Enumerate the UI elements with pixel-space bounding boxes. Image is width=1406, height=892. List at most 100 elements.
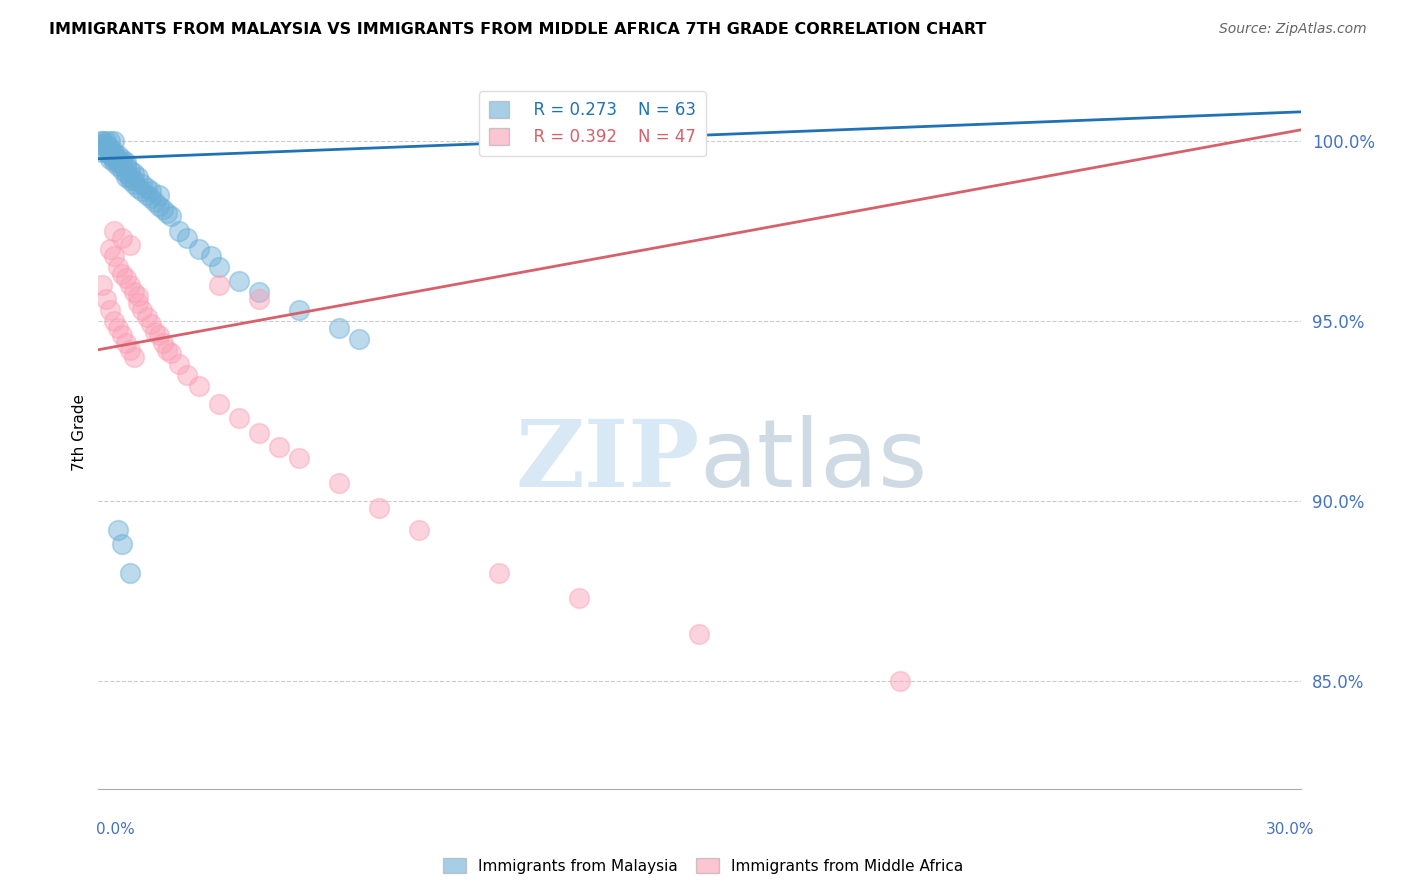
- Point: [143, 194, 166, 209]
- Text: ZIP: ZIP: [515, 417, 699, 506]
- Point: [568, 591, 591, 606]
- Point: [139, 191, 162, 205]
- Text: IMMIGRANTS FROM MALAYSIA VS IMMIGRANTS FROM MIDDLE AFRICA 7TH GRADE CORRELATION : IMMIGRANTS FROM MALAYSIA VS IMMIGRANTS F…: [49, 22, 987, 37]
- Point: [288, 303, 311, 318]
- Point: [155, 343, 177, 357]
- Point: [103, 155, 125, 169]
- Point: [111, 152, 134, 166]
- Point: [124, 166, 146, 180]
- Point: [368, 501, 391, 516]
- Point: [107, 148, 129, 162]
- Text: atlas: atlas: [699, 415, 928, 508]
- Point: [148, 187, 170, 202]
- Point: [120, 238, 142, 252]
- Point: [167, 224, 190, 238]
- Point: [103, 145, 125, 159]
- Text: 30.0%: 30.0%: [1267, 822, 1315, 837]
- Point: [208, 260, 231, 274]
- Point: [111, 159, 134, 173]
- Point: [96, 134, 118, 148]
- Point: [91, 137, 114, 152]
- Point: [408, 523, 430, 537]
- Point: [548, 134, 571, 148]
- Point: [120, 277, 142, 292]
- Point: [120, 173, 142, 187]
- Point: [176, 368, 198, 382]
- Point: [111, 231, 134, 245]
- Text: Source: ZipAtlas.com: Source: ZipAtlas.com: [1219, 22, 1367, 37]
- Point: [131, 184, 153, 198]
- Point: [135, 187, 157, 202]
- Point: [143, 325, 166, 339]
- Legend:   R = 0.273    N = 63,   R = 0.392    N = 47: R = 0.273 N = 63, R = 0.392 N = 47: [479, 91, 706, 156]
- Point: [111, 155, 134, 169]
- Text: 0.0%: 0.0%: [96, 822, 135, 837]
- Point: [124, 177, 146, 191]
- Point: [107, 152, 129, 166]
- Point: [107, 321, 129, 335]
- Point: [267, 440, 290, 454]
- Point: [208, 397, 231, 411]
- Point: [96, 141, 118, 155]
- Point: [111, 537, 134, 551]
- Point: [148, 328, 170, 343]
- Point: [107, 523, 129, 537]
- Point: [288, 450, 311, 465]
- Point: [100, 134, 122, 148]
- Point: [103, 314, 125, 328]
- Point: [120, 169, 142, 184]
- Point: [200, 249, 222, 263]
- Point: [111, 162, 134, 177]
- Point: [91, 134, 114, 148]
- Point: [111, 328, 134, 343]
- Point: [328, 321, 350, 335]
- Point: [120, 162, 142, 177]
- Point: [128, 288, 150, 302]
- Point: [100, 152, 122, 166]
- Point: [91, 277, 114, 292]
- Point: [139, 318, 162, 332]
- Point: [159, 346, 181, 360]
- Point: [115, 166, 138, 180]
- Point: [128, 296, 150, 310]
- Point: [103, 249, 125, 263]
- Point: [107, 155, 129, 169]
- Point: [247, 425, 270, 440]
- Point: [111, 267, 134, 281]
- Point: [120, 566, 142, 581]
- Y-axis label: 7th Grade: 7th Grade: [72, 394, 87, 471]
- Point: [115, 169, 138, 184]
- Point: [152, 202, 174, 216]
- Point: [131, 177, 153, 191]
- Point: [208, 277, 231, 292]
- Point: [124, 285, 146, 299]
- Point: [107, 159, 129, 173]
- Point: [96, 293, 118, 307]
- Point: [124, 350, 146, 364]
- Point: [115, 159, 138, 173]
- Point: [103, 224, 125, 238]
- Point: [135, 180, 157, 194]
- Point: [488, 566, 510, 581]
- Point: [155, 206, 177, 220]
- Point: [115, 335, 138, 350]
- Point: [103, 152, 125, 166]
- Point: [187, 378, 209, 392]
- Point: [100, 141, 122, 155]
- Point: [115, 155, 138, 169]
- Point: [124, 173, 146, 187]
- Point: [152, 335, 174, 350]
- Point: [889, 674, 911, 689]
- Point: [107, 260, 129, 274]
- Point: [135, 310, 157, 325]
- Point: [100, 303, 122, 318]
- Point: [228, 411, 250, 425]
- Point: [100, 145, 122, 159]
- Point: [228, 274, 250, 288]
- Point: [120, 343, 142, 357]
- Point: [96, 137, 118, 152]
- Point: [148, 198, 170, 212]
- Point: [91, 134, 114, 148]
- Point: [103, 148, 125, 162]
- Point: [131, 303, 153, 318]
